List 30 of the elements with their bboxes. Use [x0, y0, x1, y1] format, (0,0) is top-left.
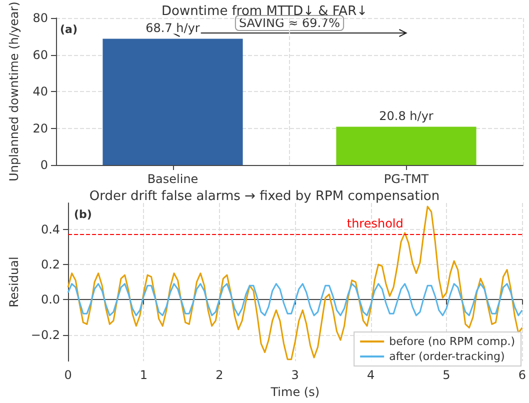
data-label: 20.8 h/yr: [379, 108, 434, 123]
x-tick-label: 3: [291, 368, 299, 382]
y-tick-label: 40: [32, 84, 48, 98]
y-tick-label: 0.2: [40, 257, 60, 272]
y-tick-label: 80: [32, 11, 48, 25]
annotation: (a): [60, 23, 78, 36]
y-axis-title: Residual: [7, 256, 21, 308]
y-tick-label: 60: [32, 48, 48, 62]
y-tick-label: 0.4: [40, 222, 60, 236]
y-tick-label: −0.2: [30, 328, 60, 342]
x-tick-label: 5: [442, 368, 450, 382]
y-tick-label: 0: [40, 158, 48, 172]
y-tick-label: 0.0: [40, 292, 60, 307]
y-tick-label: 20: [32, 121, 48, 136]
x-tick-label: 4: [366, 368, 375, 382]
x-tick-label: PG-TMT: [384, 172, 430, 186]
x-tick-label: 0: [64, 368, 72, 382]
x-tick-label: 6: [518, 368, 526, 382]
chart-title: Downtime from MTTD↓ & FAR↓: [161, 4, 368, 19]
x-tick-label: Baseline: [147, 172, 198, 186]
annotation: (b): [74, 208, 92, 221]
chart-title: Order drift false alarms → fixed by RPM compensation: [89, 189, 440, 204]
x-tick-label: 1: [140, 368, 148, 382]
x-axis-title: Time (s): [270, 385, 320, 399]
legend-label: before (no RPM comp.): [389, 335, 516, 348]
legend-label: after (order-tracking): [389, 350, 505, 363]
y-axis-title: Unplanned downtime (h/year): [7, 2, 21, 182]
data-label: 68.7 h/yr: [146, 20, 200, 35]
ref-line-label: threshold: [346, 216, 404, 231]
x-tick-label: 2: [216, 368, 224, 382]
